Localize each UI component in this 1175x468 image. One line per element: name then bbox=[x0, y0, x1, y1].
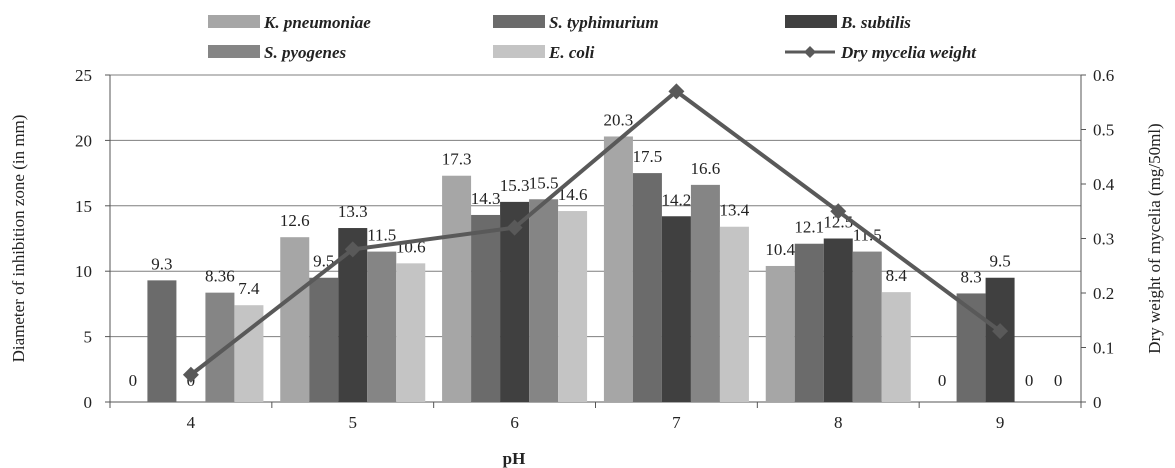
data-label: 16.6 bbox=[691, 159, 721, 178]
y2-tick-label: 0.3 bbox=[1093, 230, 1114, 249]
legend-label: Dry mycelia weight bbox=[840, 43, 977, 62]
data-label: 0 bbox=[1054, 371, 1063, 390]
data-label: 12.6 bbox=[280, 211, 310, 230]
y-tick-label: 5 bbox=[84, 328, 93, 347]
y-tick-label: 20 bbox=[75, 131, 92, 150]
data-label: 9.3 bbox=[151, 254, 172, 273]
bar bbox=[205, 292, 235, 402]
bar bbox=[147, 280, 177, 402]
x-axis-title: pH bbox=[503, 449, 526, 468]
data-label: 17.5 bbox=[633, 147, 663, 166]
data-label: 17.3 bbox=[442, 150, 472, 169]
bar bbox=[881, 292, 911, 402]
data-label: 10.4 bbox=[765, 240, 795, 259]
data-label: 8.4 bbox=[886, 266, 908, 285]
bar bbox=[823, 238, 853, 402]
data-label: 9.5 bbox=[989, 252, 1010, 271]
legend-label: S. pyogenes bbox=[264, 43, 347, 62]
bar bbox=[603, 136, 633, 402]
legend-swatch bbox=[785, 15, 837, 28]
y2-tick-label: 0.1 bbox=[1093, 339, 1114, 358]
y2-tick-label: 0.4 bbox=[1093, 175, 1115, 194]
data-label: 15.3 bbox=[500, 176, 530, 195]
line-marker bbox=[182, 366, 199, 383]
data-label: 0 bbox=[938, 371, 947, 390]
bar bbox=[765, 265, 795, 402]
data-label: 12.1 bbox=[794, 218, 824, 237]
data-label: 0 bbox=[129, 371, 138, 390]
line-marker bbox=[506, 219, 523, 236]
bar bbox=[632, 173, 662, 402]
bar bbox=[985, 277, 1015, 402]
bar bbox=[396, 263, 426, 402]
data-label: 14.6 bbox=[558, 185, 588, 204]
data-label: 7.4 bbox=[238, 279, 260, 298]
data-label: 8.3 bbox=[960, 267, 981, 286]
x-tick-label: 7 bbox=[672, 413, 681, 432]
legend-label: K. pneumoniae bbox=[263, 13, 371, 32]
bar bbox=[794, 243, 824, 402]
y2-tick-label: 0 bbox=[1093, 393, 1102, 412]
bar bbox=[690, 184, 720, 402]
bar bbox=[309, 277, 339, 402]
bar bbox=[719, 226, 749, 402]
y-axis-title: Diameter of inhibition zone (in mm) bbox=[9, 115, 28, 363]
bar bbox=[442, 175, 472, 402]
legend-label: E. coli bbox=[548, 43, 595, 62]
legend-swatch bbox=[208, 45, 260, 58]
y2-tick-label: 0.2 bbox=[1093, 284, 1114, 303]
x-tick-label: 6 bbox=[510, 413, 519, 432]
data-label: 14.3 bbox=[471, 189, 501, 208]
y-tick-label: 0 bbox=[84, 393, 93, 412]
legend-label: B. subtilis bbox=[840, 13, 911, 32]
data-label: 13.4 bbox=[720, 201, 750, 220]
line-series bbox=[189, 88, 1002, 377]
legend-swatch bbox=[208, 15, 260, 28]
y-tick-label: 15 bbox=[75, 197, 92, 216]
bar bbox=[529, 199, 559, 402]
data-label: 11.5 bbox=[367, 226, 396, 245]
legend-label: S. typhimurium bbox=[549, 13, 659, 32]
x-tick-label: 8 bbox=[834, 413, 843, 432]
y-tick-label: 25 bbox=[75, 66, 92, 85]
bar bbox=[471, 214, 501, 402]
data-label: 20.3 bbox=[604, 110, 634, 129]
x-tick-label: 9 bbox=[996, 413, 1005, 432]
x-tick-label: 5 bbox=[349, 413, 358, 432]
bar bbox=[558, 211, 588, 402]
data-label: 14.2 bbox=[662, 190, 692, 209]
line-marker bbox=[344, 241, 361, 258]
legend-swatch bbox=[493, 45, 545, 58]
bar bbox=[852, 251, 882, 402]
y2-axis-title: Dry weight of mycelia (mg/50ml) bbox=[1145, 123, 1164, 353]
data-label: 15.5 bbox=[529, 173, 559, 192]
y2-tick-label: 0.6 bbox=[1093, 66, 1114, 85]
x-tick-label: 4 bbox=[187, 413, 196, 432]
bar bbox=[661, 216, 691, 402]
data-label: 13.3 bbox=[338, 202, 368, 221]
legend-line-marker bbox=[804, 46, 816, 58]
line-marker bbox=[668, 83, 685, 100]
data-label: 0 bbox=[1025, 371, 1034, 390]
line-marker bbox=[992, 323, 1009, 340]
y2-tick-label: 0.5 bbox=[1093, 121, 1114, 140]
legend-swatch bbox=[493, 15, 545, 28]
bar bbox=[280, 237, 310, 402]
data-label: 8.36 bbox=[205, 267, 235, 286]
y-tick-label: 10 bbox=[75, 262, 92, 281]
line-marker bbox=[830, 203, 847, 220]
bar bbox=[367, 251, 397, 402]
